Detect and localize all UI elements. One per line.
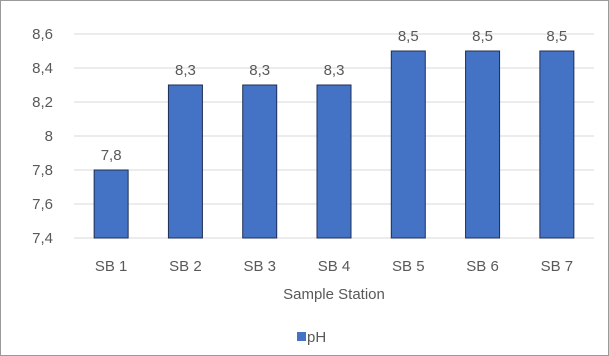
x-axis-title: Sample Station (283, 286, 385, 303)
x-tick-label: SB 5 (392, 258, 425, 275)
y-axis-tick-labels: 7,4 7,6 7,8 8 8,2 8,4 8,6 (32, 26, 53, 247)
y-tick-label: 7,6 (32, 196, 53, 213)
x-tick-label: SB 1 (95, 258, 128, 275)
data-label: 7,8 (101, 147, 122, 164)
legend-swatch-ph (297, 332, 306, 341)
bar-sb-4 (316, 84, 352, 239)
bar-sb-7 (539, 50, 575, 239)
legend: pH (297, 329, 326, 346)
bar-sb-1 (93, 169, 129, 239)
data-label: 8,5 (472, 28, 493, 45)
data-label: 8,3 (324, 62, 345, 79)
x-tick-label: SB 2 (169, 258, 202, 275)
y-tick-label: 7,4 (32, 230, 53, 247)
data-label: 8,5 (546, 28, 567, 45)
data-label: 8,3 (175, 62, 196, 79)
y-tick-label: 8,6 (32, 26, 53, 43)
data-label: 8,3 (249, 62, 270, 79)
bar-sb-2 (167, 84, 203, 239)
data-label: 8,5 (398, 28, 419, 45)
x-axis-tick-labels: SB 1 SB 2 SB 3 SB 4 SB 5 SB 6 SB 7 (95, 258, 573, 275)
y-tick-label: 8 (45, 128, 53, 145)
bar-sb-5 (390, 50, 426, 239)
y-tick-label: 7,8 (32, 162, 53, 179)
bar-sb-6 (465, 50, 501, 239)
legend-label-ph: pH (307, 329, 326, 346)
y-tick-label: 8,2 (32, 94, 53, 111)
x-tick-label: SB 6 (466, 258, 499, 275)
x-tick-label: SB 7 (541, 258, 574, 275)
x-tick-label: SB 3 (243, 258, 276, 275)
bars (93, 50, 575, 239)
y-tick-label: 8,4 (32, 60, 53, 77)
x-tick-label: SB 4 (318, 258, 351, 275)
data-labels: 7,8 8,3 8,3 8,3 8,5 8,5 8,5 (101, 28, 568, 164)
bar-sb-3 (242, 84, 278, 239)
